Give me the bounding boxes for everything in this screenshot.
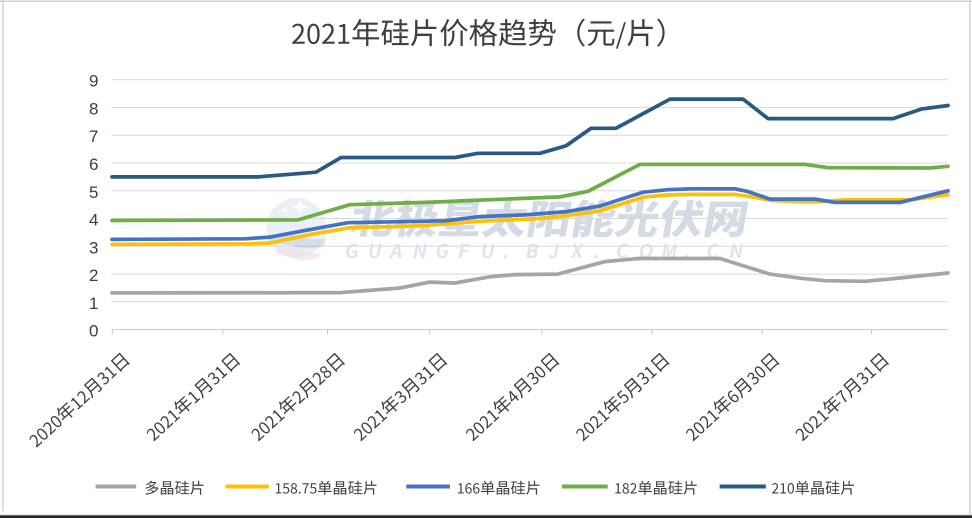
svg-text:8: 8 <box>89 100 98 119</box>
svg-text:5: 5 <box>89 183 98 202</box>
svg-text:9: 9 <box>89 72 98 91</box>
svg-text:3: 3 <box>89 238 98 257</box>
svg-text:1: 1 <box>89 294 98 313</box>
svg-text:6: 6 <box>89 155 98 174</box>
svg-text:2: 2 <box>89 266 98 285</box>
svg-text:0: 0 <box>89 322 98 341</box>
svg-text:7: 7 <box>89 127 98 146</box>
svg-text:4: 4 <box>89 211 98 230</box>
